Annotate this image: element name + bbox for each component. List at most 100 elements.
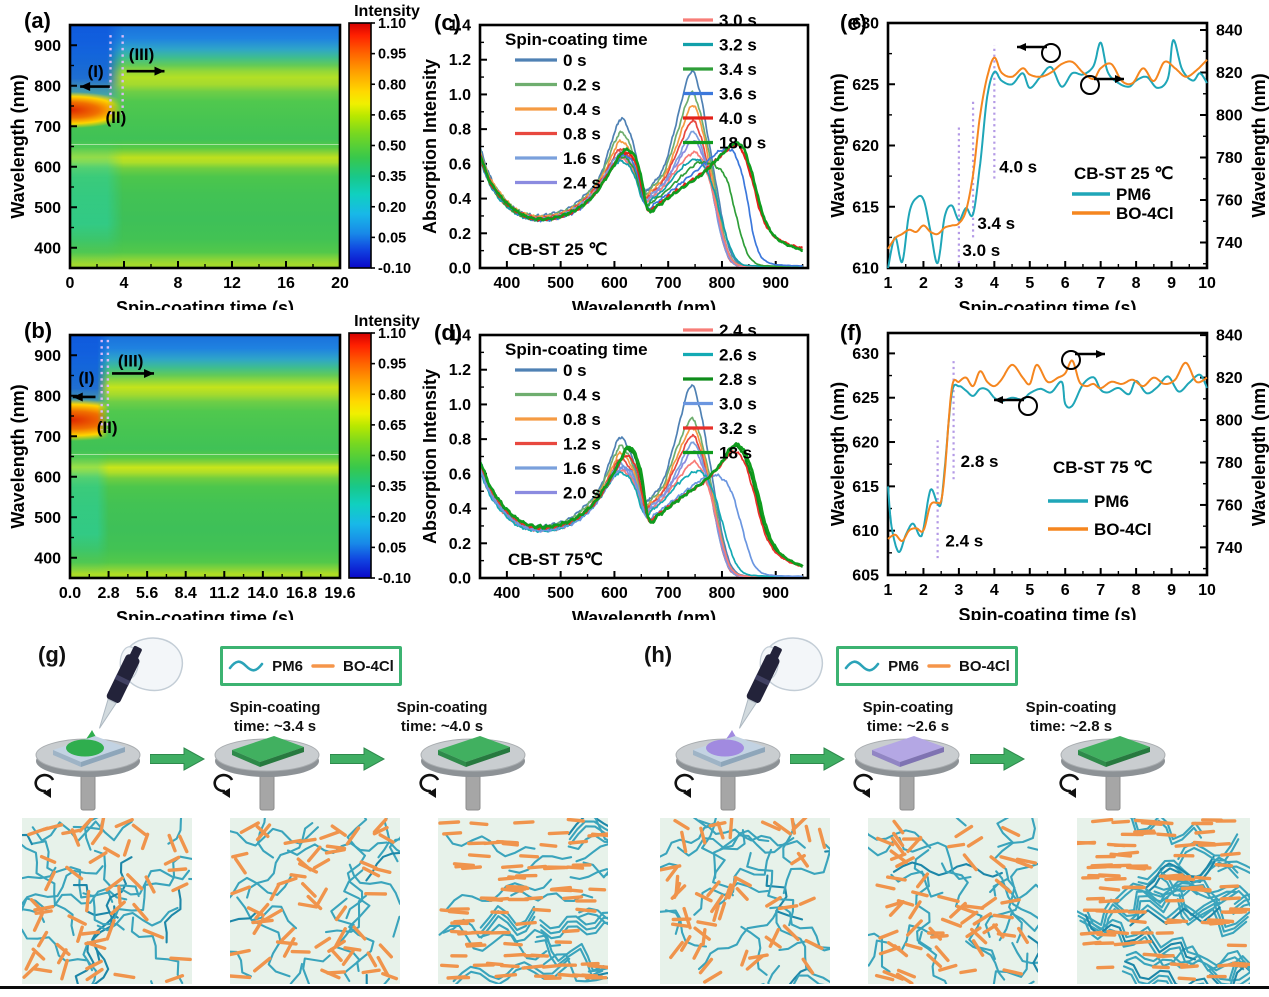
bo4cl-rod bbox=[1156, 832, 1177, 838]
pm6-chain bbox=[539, 911, 608, 930]
pm6-chain bbox=[995, 870, 1038, 920]
bo4cl-rod bbox=[701, 927, 707, 947]
pm6-legend-label: PM6 bbox=[272, 657, 303, 675]
pm6-chain bbox=[1178, 838, 1240, 865]
bo4cl-rod bbox=[1095, 909, 1114, 914]
arrowhead bbox=[144, 368, 155, 378]
bo4cl-rod bbox=[885, 900, 904, 909]
bo4cl-rod bbox=[1174, 842, 1196, 848]
bo4cl-rod bbox=[131, 823, 147, 836]
panel-d-absorption-chart: 400 500 600 700 800 900 0.0 0.2 0.4 0.6 0.8 1.0 1.2 1… bbox=[420, 310, 820, 628]
pipette-band bbox=[754, 674, 771, 686]
y-tick-label: 615 bbox=[852, 199, 879, 216]
right-tick-label: 740 bbox=[1216, 540, 1243, 557]
panel-f-peakshift-chart: 1 2 3 4 5 6 7 8 9 10 605 610 615 620 625 630 740 760 780 80… bbox=[820, 310, 1269, 625]
x-tick-label: 900 bbox=[762, 275, 789, 292]
legend-item-label: 3.2 s bbox=[719, 36, 757, 55]
y-axis-title: Wavelength (nm) bbox=[8, 384, 28, 528]
y-tick-label: 500 bbox=[34, 510, 61, 527]
pm6-chain bbox=[965, 940, 1006, 981]
legend-item-label: 0 s bbox=[563, 51, 587, 70]
x-axis-title: Wavelength (nm) bbox=[572, 608, 716, 620]
process-arrow bbox=[790, 747, 846, 771]
bo4cl-rod bbox=[283, 838, 303, 845]
pm6-chain bbox=[1086, 909, 1198, 956]
x-tick-label: 0.0 bbox=[59, 585, 81, 602]
bo4cl-rod bbox=[34, 909, 53, 916]
bo4cl-rod bbox=[251, 918, 274, 925]
rotation-arrowhead bbox=[1068, 788, 1076, 798]
pm6-chain bbox=[93, 849, 140, 898]
panel-label: (f) bbox=[840, 320, 862, 345]
bo4cl-rod bbox=[376, 955, 390, 977]
legend-item-label: 3.2 s bbox=[719, 419, 757, 438]
y-tick-label: 900 bbox=[34, 38, 61, 55]
x-tick-label: 600 bbox=[601, 585, 628, 602]
bo4cl-rod bbox=[85, 959, 103, 971]
bo4cl-rod bbox=[1077, 840, 1097, 846]
bo4cl-rod bbox=[488, 896, 510, 902]
bo4cl-rod bbox=[163, 855, 181, 866]
x-tick-label: 20 bbox=[331, 275, 349, 292]
bo4cl-rod bbox=[515, 920, 537, 926]
y-tick-label: 610 bbox=[852, 261, 879, 278]
bo4cl-rod bbox=[1134, 818, 1156, 824]
x-tick-label: 1 bbox=[884, 582, 893, 599]
x-axis-title: Spin-coating time (s) bbox=[958, 298, 1136, 310]
bo4cl-rod bbox=[144, 875, 156, 894]
x-tick-label: 2 bbox=[919, 275, 928, 292]
y-tick-label: 615 bbox=[852, 479, 879, 496]
pm6-chain bbox=[540, 921, 608, 940]
colorbar-tick-label: 0.20 bbox=[378, 510, 406, 526]
x-tick-label: 8 bbox=[1132, 582, 1141, 599]
bo4cl-rod bbox=[275, 940, 298, 946]
bo4cl-rod bbox=[532, 907, 552, 913]
bo4cl-rod bbox=[460, 865, 482, 871]
bo4cl-rod bbox=[733, 875, 752, 888]
bo4cl-rod bbox=[698, 957, 714, 975]
bo4cl-rod bbox=[330, 824, 347, 837]
pm6-chain bbox=[594, 818, 608, 842]
legend-item-label: 3.4 s bbox=[719, 60, 757, 79]
x-axis-title: Spin-coating time (s) bbox=[116, 298, 294, 310]
bo4cl-rod bbox=[908, 900, 922, 920]
bo4cl-rod bbox=[85, 967, 104, 982]
pm6-chain bbox=[707, 825, 806, 849]
pm6-chain bbox=[715, 882, 769, 908]
condition-note: CB-ST 75℃ bbox=[508, 550, 603, 569]
bo4cl-rod bbox=[699, 826, 707, 845]
film-edge bbox=[1106, 747, 1150, 767]
bo4cl-rod bbox=[438, 820, 461, 825]
bo4cl-rod bbox=[167, 833, 177, 853]
bo4cl-rod bbox=[972, 912, 993, 926]
bo4cl-rod bbox=[798, 896, 816, 906]
bo4cl-rod bbox=[1001, 825, 1021, 837]
bo4cl-rod bbox=[710, 894, 724, 914]
x-tick-label: 12 bbox=[223, 275, 241, 292]
colorbar-tick-label: 0.80 bbox=[378, 77, 406, 93]
bo4cl-rod bbox=[694, 891, 713, 903]
y-tick-label: 0.4 bbox=[449, 191, 471, 208]
bo4cl-rod bbox=[499, 963, 520, 969]
panel-e-peakshift-chart: 1 2 3 4 5 6 7 8 9 10 610 615 620 625 630 740 760 780 800 82… bbox=[820, 0, 1269, 318]
x-axis-title: Wavelength (nm) bbox=[572, 298, 716, 310]
bo4cl-rod bbox=[804, 938, 824, 951]
bo4cl-rod bbox=[167, 867, 188, 872]
bo4cl-rod bbox=[954, 824, 974, 839]
spin-coater bbox=[34, 736, 141, 811]
bo4cl-rod bbox=[878, 929, 899, 940]
bo4cl-rod bbox=[280, 927, 295, 942]
colorbar-tick-label: 0.95 bbox=[378, 47, 406, 63]
right-tick-label: 780 bbox=[1216, 150, 1243, 167]
y-tick-label: 400 bbox=[34, 550, 61, 567]
pm6-chain bbox=[760, 974, 825, 984]
x-tick-label: 11.2 bbox=[209, 585, 239, 602]
bo4cl-rod bbox=[772, 820, 792, 836]
stage-label: (III) bbox=[118, 352, 144, 371]
bo4cl-rod bbox=[1140, 820, 1163, 827]
bo4cl-rod bbox=[760, 820, 781, 832]
pm6-chain bbox=[582, 861, 608, 879]
rotation-arrow-icon bbox=[213, 773, 234, 793]
bo4cl-rod bbox=[325, 844, 347, 851]
